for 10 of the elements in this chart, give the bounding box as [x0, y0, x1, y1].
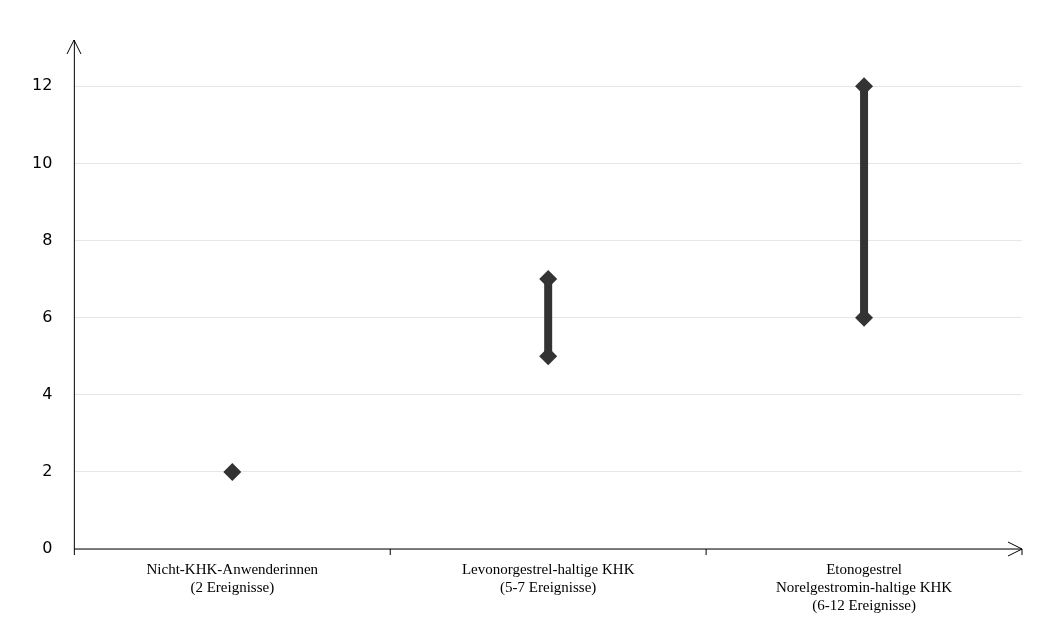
y-tick-label: 2 [42, 461, 53, 481]
y-tick-label: 12 [32, 75, 53, 95]
x-tick-label: Levonorgestrel-haltige KHK (5-7 Ereignisse) [461, 560, 635, 596]
y-tick-label: 0 [42, 538, 53, 558]
x-tick-label: Etonogestrel Norelgestromin-haltige KHK (6-12 Ereignisse) [775, 560, 953, 614]
y-tick-label: 8 [42, 229, 53, 249]
y-tick-label: 4 [42, 383, 53, 403]
x-tick-label: Nicht-KHK-Anwenderinnen (2 Ereignisse) [146, 560, 319, 596]
y-tick-label: 6 [42, 306, 53, 326]
y-tick-label: 10 [32, 152, 53, 172]
